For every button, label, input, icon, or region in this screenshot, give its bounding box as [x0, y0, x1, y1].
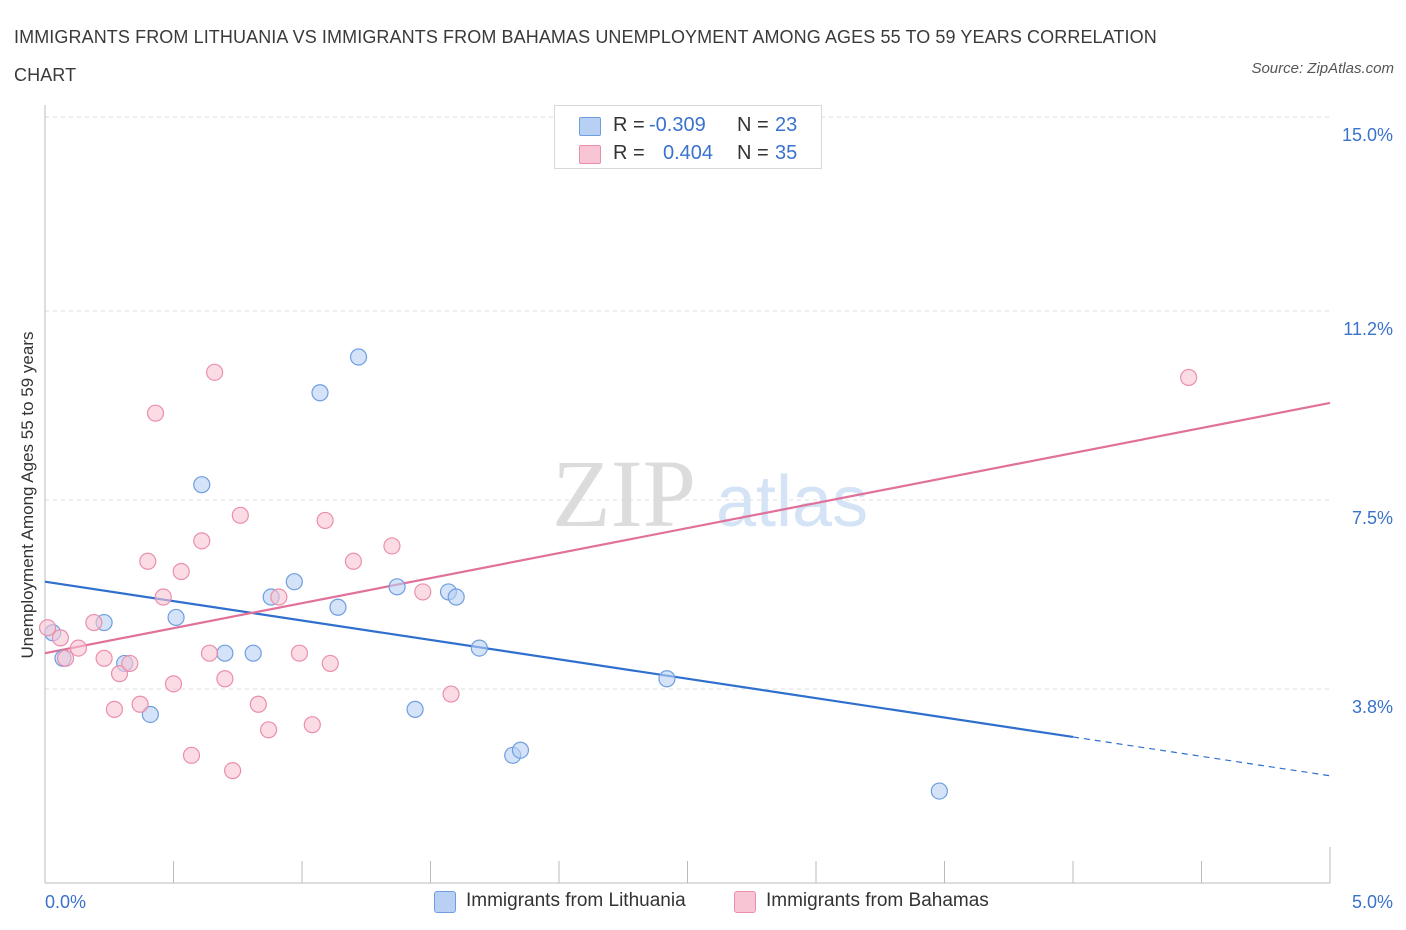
tick-labels: 3.8% 7.5% 11.2% 15.0% 0.0% 5.0% — [45, 125, 1393, 912]
bahamas-point — [259, 721, 278, 739]
y-axis-label: Unemployment Among Ages 55 to 59 years — [18, 332, 37, 659]
bahamas-point — [270, 588, 288, 606]
bahamas-point — [38, 619, 57, 637]
n-label: N = — [737, 142, 769, 164]
bahamas-point — [200, 644, 219, 662]
bahamas-point — [442, 685, 460, 703]
bahamas-point — [121, 654, 139, 673]
lithuania-legend-swatch — [434, 891, 456, 913]
bahamas-point — [85, 613, 103, 632]
lithuania-point — [311, 384, 329, 402]
bahamas-point — [51, 629, 70, 647]
bahamas-point — [216, 670, 234, 688]
n-value: 23 — [775, 114, 798, 136]
n-label: N = — [737, 114, 769, 136]
bahamas-point — [110, 665, 129, 683]
bahamas-point — [290, 644, 309, 662]
lithuania-point — [141, 705, 159, 724]
lithuania-point — [244, 644, 262, 662]
lithuania-point — [285, 573, 303, 591]
lithuania-point — [658, 670, 676, 688]
y-tick-label: 7.5% — [1352, 508, 1393, 528]
lithuania-point — [388, 578, 406, 596]
lithuania-point — [167, 608, 185, 627]
bahamas-point — [56, 649, 75, 667]
n-value: 35 — [775, 142, 798, 164]
lithuania-point — [329, 598, 347, 616]
bahamas-point — [249, 695, 267, 713]
bahamas-point — [383, 537, 401, 555]
lithuania-point — [470, 639, 488, 657]
gridlines — [45, 116, 1330, 690]
bahamas-point — [303, 716, 321, 734]
lithuania-point — [930, 782, 948, 800]
bahamas-point — [164, 675, 183, 693]
y-tick-label: 3.8% — [1352, 697, 1393, 717]
bahamas-point — [344, 552, 362, 570]
lithuania-point — [193, 476, 211, 494]
r-value: -0.309 — [649, 114, 706, 136]
bahamas-point — [316, 511, 334, 530]
bahamas-point — [172, 562, 190, 581]
source-label: Source: ZipAtlas.com — [1251, 60, 1394, 77]
bahamas-point — [105, 700, 123, 718]
lithuania-point — [216, 644, 234, 662]
data-points — [38, 348, 1198, 800]
bahamas-point — [193, 532, 211, 550]
bahamas-point — [414, 583, 432, 601]
chart-title: IMMIGRANTS FROM LITHUANIA VS IMMIGRANTS … — [14, 27, 1157, 85]
correlation-stats-box: R = -0.309 N = 23 R = 0.404 N = 35 — [554, 105, 822, 169]
lithuania-point — [406, 700, 424, 718]
bahamas-point — [321, 654, 339, 673]
bahamas-point — [182, 746, 201, 764]
watermark-zip: ZIP — [552, 440, 696, 547]
bahamas-point — [69, 639, 88, 657]
watermark: ZIP atlas — [552, 440, 868, 547]
bahamas-point — [95, 649, 113, 667]
bahamas-point — [131, 695, 149, 713]
lithuania-point — [349, 348, 368, 366]
r-label: R = — [613, 114, 645, 136]
bahamas-point — [146, 404, 165, 422]
lithuania-point — [447, 588, 465, 606]
bahamas-point — [139, 552, 157, 570]
lithuania-trend-extension — [1072, 736, 1331, 777]
legend-label: Immigrants from Bahamas — [766, 890, 989, 911]
x-tick-label: 0.0% — [45, 892, 86, 912]
y-tick-label: 15.0% — [1342, 125, 1393, 145]
axes — [44, 105, 1331, 884]
watermark-atlas: atlas — [716, 462, 868, 542]
r-label: R = — [613, 142, 645, 164]
bahamas-point — [206, 363, 224, 381]
bahamas-point — [1180, 368, 1198, 387]
bahamas-swatch — [579, 145, 601, 164]
r-value: 0.404 — [663, 142, 714, 164]
lithuania-trend-line — [44, 580, 1074, 739]
bahamas-legend-swatch — [734, 891, 756, 913]
bahamas-point — [154, 588, 172, 606]
y-tick-label: 11.2% — [1343, 319, 1393, 339]
lithuania-point — [511, 741, 530, 759]
bahamas-point — [231, 506, 249, 524]
x-tick-label: 5.0% — [1352, 892, 1393, 912]
trend-lines — [44, 401, 1331, 777]
legend-label: Immigrants from Lithuania — [466, 890, 686, 911]
lithuania-swatch — [579, 117, 601, 136]
bahamas-point — [224, 762, 242, 780]
bahamas-trend-line — [44, 401, 1331, 655]
